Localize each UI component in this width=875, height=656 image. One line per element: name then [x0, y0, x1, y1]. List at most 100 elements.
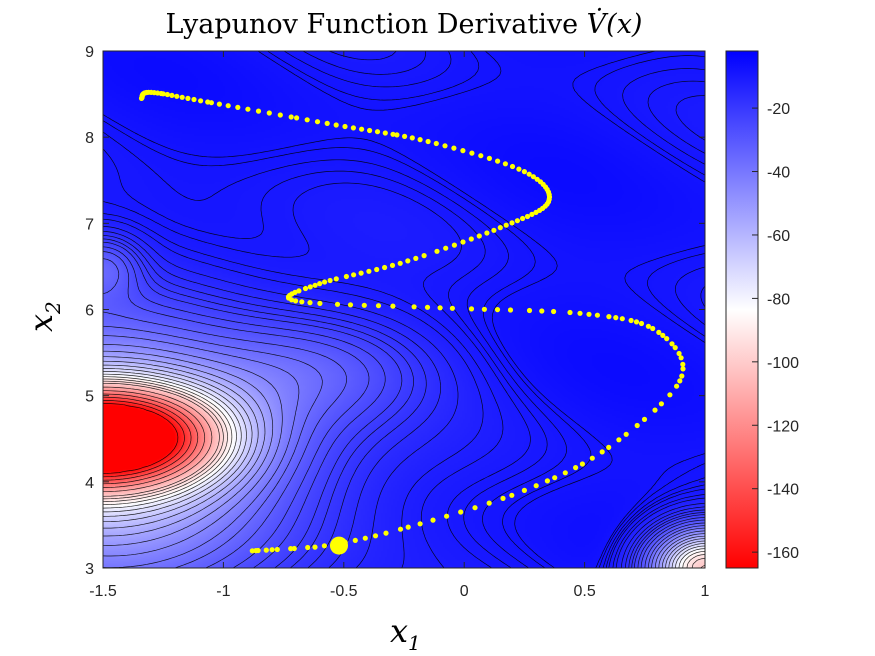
trajectory-point: [586, 311, 592, 317]
trajectory-point: [650, 325, 656, 332]
colorbar-tick-label: -40: [767, 165, 790, 182]
trajectory-point: [442, 143, 448, 149]
trajectory-point: [521, 169, 528, 175]
trajectory-point: [174, 93, 180, 99]
trajectory-point: [567, 309, 573, 316]
trajectory-point: [255, 108, 262, 114]
y-axis-label-group: x2: [22, 301, 65, 332]
trajectory-point: [451, 242, 457, 248]
trajectory-series: [138, 89, 686, 555]
trajectory-point: [460, 148, 466, 154]
trajectory-point: [526, 171, 532, 177]
trajectory-point: [397, 260, 403, 266]
trajectory-point: [304, 117, 310, 123]
trajectory-point: [372, 533, 379, 539]
contour-line: [103, 251, 705, 568]
trajectory-point: [660, 332, 666, 338]
trajectory-point: [443, 245, 449, 251]
contour-line: [103, 382, 705, 568]
trajectory-point: [263, 547, 269, 553]
trajectory-point: [449, 305, 455, 311]
trajectory-point: [469, 150, 475, 156]
trajectory-point: [589, 455, 595, 461]
trajectory-point: [334, 301, 341, 307]
trajectory-point: [526, 307, 533, 314]
trajectory-point: [383, 530, 389, 536]
contour-line: [103, 241, 705, 568]
trajectory-point: [641, 416, 648, 422]
trajectory-point: [680, 361, 686, 367]
trajectory-point: [342, 123, 348, 130]
trajectory-point: [362, 535, 368, 541]
trajectory-start-marker: [329, 536, 348, 555]
trajectory-point: [529, 211, 535, 217]
y-tick-label: 8: [85, 130, 94, 147]
contour-line: [103, 390, 206, 488]
trajectory-point: [667, 392, 673, 398]
contour-line: [103, 400, 185, 478]
trajectory-point: [358, 270, 364, 276]
contour-line: [103, 350, 705, 568]
trajectory-point: [367, 127, 373, 134]
trajectory-point: [405, 258, 411, 264]
contour-line: [103, 380, 705, 568]
trajectory-point: [277, 112, 283, 118]
trajectory-point: [579, 461, 586, 467]
trajectory-point: [679, 373, 685, 379]
y-axis: 3 4 5 6 7 8 9: [85, 44, 705, 578]
trajectory-point: [520, 215, 526, 222]
colorbar-tick-label: -100: [767, 355, 799, 372]
contour-line: [103, 335, 705, 568]
trajectory-point: [444, 513, 450, 519]
colorbar-ticks: -20 -40 -60 -80 -100 -120 -140 -160: [752, 101, 799, 562]
chart-title-symbol: V̇(x): [587, 7, 643, 40]
chart-title: Lyapunov Function Derivative V̇(x): [166, 7, 643, 40]
trajectory-point: [288, 114, 294, 120]
trajectory-point: [216, 101, 222, 107]
colorbar: -20 -40 -60 -80 -100 -120 -140 -160: [725, 50, 799, 569]
contour-line: [103, 386, 213, 493]
trajectory-point: [534, 176, 540, 182]
trajectory-point: [409, 135, 415, 141]
trajectory-point: [225, 103, 231, 109]
trajectory-point: [669, 341, 675, 347]
trajectory-point: [533, 483, 539, 489]
y-axis-label-sub: 2: [41, 301, 65, 315]
trajectory-point: [374, 266, 380, 273]
y-tick-label: 7: [85, 216, 94, 233]
y-tick-label: 6: [85, 303, 94, 320]
trajectory-point: [421, 253, 427, 259]
trajectory-point: [417, 521, 423, 527]
contour-line: [103, 230, 705, 568]
trajectory-point: [302, 285, 309, 292]
trajectory-point: [664, 336, 670, 342]
trajectory-point: [573, 465, 579, 471]
trajectory-point: [314, 119, 321, 125]
trajectory-point: [374, 129, 381, 135]
trajectory-point: [312, 282, 318, 288]
y-axis-label: x2: [22, 301, 65, 332]
contour-line: [103, 238, 705, 568]
trajectory-point: [359, 126, 365, 132]
contour-line: [103, 373, 705, 568]
trajectory-point: [495, 158, 501, 164]
plot-area: [102, 50, 706, 569]
contour-line: [103, 376, 705, 568]
trajectory-point: [322, 279, 328, 285]
trajectory-point: [317, 300, 323, 306]
trajectory-point: [638, 320, 645, 327]
trajectory-point: [623, 431, 629, 437]
chart-title-text: Lyapunov Function Derivative: [166, 9, 587, 40]
trajectory-point: [552, 475, 558, 481]
contour-line: [103, 226, 705, 568]
trajectory-point: [389, 262, 396, 268]
trajectory-point: [269, 547, 275, 553]
trajectory-point: [481, 306, 487, 312]
heatmap-image: [103, 51, 705, 568]
trajectory-point: [324, 120, 330, 126]
x-axis: -1.5 -1 -0.5 0 0.5 1: [89, 51, 710, 600]
trajectory-point: [494, 307, 501, 313]
trajectory-point: [235, 104, 241, 110]
trajectory-point: [628, 317, 634, 324]
